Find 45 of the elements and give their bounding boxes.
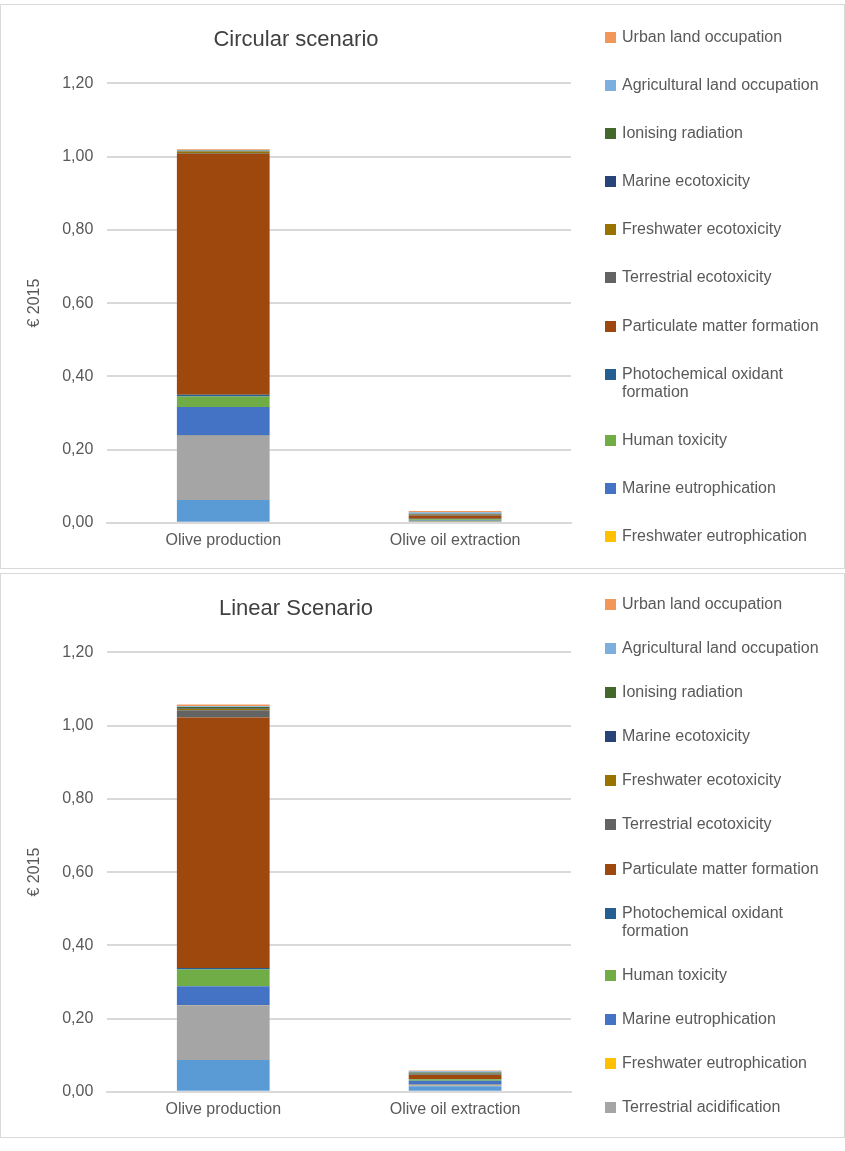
y-tick-label: 0,60 xyxy=(62,862,94,880)
legend-label: Agricultural land occupation xyxy=(622,639,819,658)
x-tick-label: Olive production xyxy=(165,530,282,548)
y-tick-label: 1,20 xyxy=(62,642,94,660)
legend-label: Freshwater eutrophication xyxy=(622,526,807,545)
chart-title: Circular scenario xyxy=(213,26,379,52)
x-tick-label: Olive production xyxy=(165,1099,282,1117)
y-tick-label: 0,40 xyxy=(62,366,94,384)
legend-label: Terrestrial acidification xyxy=(622,1097,781,1116)
y-tick-label: 1,20 xyxy=(62,73,94,91)
legend-label: Marine eutrophication xyxy=(622,1009,776,1028)
legend-label: Particulate matter formation xyxy=(622,316,819,335)
y-tick-label: 1,00 xyxy=(62,147,94,165)
legend-label: Ionising radiation xyxy=(622,124,743,143)
legend-label: Terrestrial ecotoxicity xyxy=(622,268,772,287)
y-tick-label: 1,00 xyxy=(62,716,94,734)
legend-label: Terrestrial ecotoxicity xyxy=(622,815,772,834)
chart-title: Linear Scenario xyxy=(218,595,374,621)
y-tick-label: 0,80 xyxy=(62,220,94,238)
y-tick-label: 0,40 xyxy=(62,935,94,953)
legend-label: Ionising radiation xyxy=(622,683,743,702)
legend-label: Photochemical oxidant formation xyxy=(622,903,784,940)
x-tick-label: Olive oil extraction xyxy=(389,1099,521,1117)
legend-label: Freshwater ecotoxicity xyxy=(622,771,782,790)
legend-label: Agricultural land occupation xyxy=(622,76,819,95)
y-tick-label: 0,20 xyxy=(62,439,94,457)
legend-label: Marine ecotoxicity xyxy=(622,172,751,191)
y-tick-label: 0,80 xyxy=(62,789,94,807)
y-tick-label: 0,60 xyxy=(62,293,94,311)
legend-label: Human toxicity xyxy=(622,965,727,984)
y-axis-title: € 2015 xyxy=(25,847,43,897)
legend-label: Human toxicity xyxy=(622,430,727,449)
y-tick-label: 0,00 xyxy=(62,513,94,531)
y-tick-label: 0,00 xyxy=(62,1082,94,1100)
legend-label: Photochemical oxidant formation xyxy=(622,364,784,401)
y-axis-title: € 2015 xyxy=(25,278,43,328)
legend-label: Particulate matter formation xyxy=(622,859,819,878)
legend-label: Freshwater ecotoxicity xyxy=(622,220,782,239)
legend-label: Urban land occupation xyxy=(622,595,783,614)
x-tick-label: Olive oil extraction xyxy=(389,530,521,548)
legend-label: Freshwater eutrophication xyxy=(622,1053,807,1072)
legend-label: Marine eutrophication xyxy=(622,478,776,497)
y-tick-label: 0,20 xyxy=(62,1008,94,1026)
legend-label: Marine ecotoxicity xyxy=(622,727,751,746)
legend-label: Urban land occupation xyxy=(622,28,783,47)
